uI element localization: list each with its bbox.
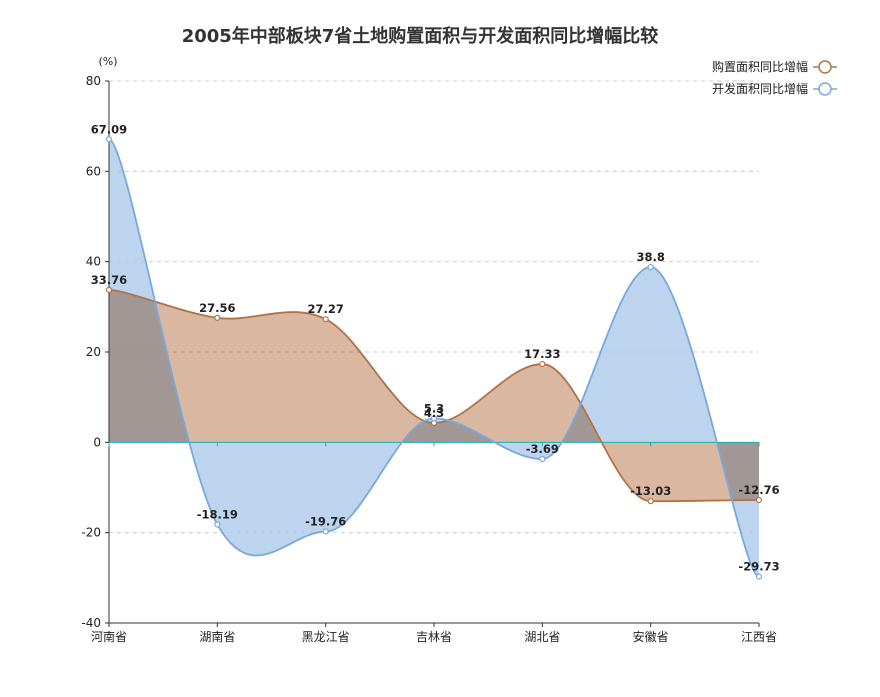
data-labels: 33.76 27.56 27.27 4.3 17.33 -13.03 -12.76 67.09… bbox=[91, 122, 780, 573]
data-label: 17.33 bbox=[524, 347, 560, 361]
data-point[interactable] bbox=[105, 286, 113, 293]
x-tick-label: 黑龙江省 bbox=[302, 630, 350, 644]
legend-label[interactable]: 购置面积同比增幅 bbox=[712, 59, 808, 74]
data-label: -18.19 bbox=[197, 507, 238, 521]
data-label: 4.3 bbox=[424, 406, 444, 420]
data-point[interactable] bbox=[647, 498, 654, 505]
data-label: -13.03 bbox=[630, 484, 671, 498]
x-tick-label: 河南省 bbox=[91, 629, 127, 644]
data-point[interactable] bbox=[322, 316, 329, 323]
chart-title: 2005年中部板块7省土地购置面积与开发面积同比增幅比较 bbox=[182, 25, 659, 47]
data-point[interactable] bbox=[430, 415, 438, 422]
data-label: -12.76 bbox=[738, 483, 779, 497]
data-label: 27.27 bbox=[307, 302, 343, 316]
y-tick-label: 40 bbox=[86, 255, 101, 269]
y-tick-label: 20 bbox=[86, 345, 101, 359]
y-tick-label: 0 bbox=[93, 435, 101, 449]
x-tick-label: 湖南省 bbox=[199, 629, 235, 644]
data-label: 38.8 bbox=[636, 250, 664, 264]
x-tick-label: 湖北省 bbox=[524, 629, 560, 644]
data-point[interactable] bbox=[105, 136, 113, 143]
data-point[interactable] bbox=[539, 360, 546, 368]
y-tick-label: -40 bbox=[81, 616, 101, 630]
data-point[interactable] bbox=[214, 521, 221, 528]
data-label: -29.73 bbox=[738, 560, 779, 574]
data-point[interactable] bbox=[755, 573, 763, 580]
y-tick-label: 60 bbox=[86, 164, 101, 178]
x-tick-label: 江西省 bbox=[741, 630, 777, 644]
series-areas bbox=[109, 139, 759, 577]
x-tick-label: 吉林省 bbox=[416, 630, 452, 644]
data-label: 67.09 bbox=[91, 122, 127, 136]
data-point[interactable] bbox=[647, 263, 654, 271]
axes: -40 -20 0 20 40 60 80 河南省 湖南省 黑龙江省 吉林省 湖北省 安徽省 江西省 bbox=[81, 74, 777, 644]
data-point[interactable] bbox=[322, 528, 329, 535]
data-label: 27.56 bbox=[199, 301, 235, 315]
data-label: 5.3 bbox=[424, 401, 444, 415]
data-label: -19.76 bbox=[305, 515, 346, 529]
x-tick-label: 安徽省 bbox=[633, 629, 669, 644]
legend-marker[interactable] bbox=[818, 60, 832, 74]
y-tick-label: -20 bbox=[81, 526, 101, 540]
y-tick-label: 80 bbox=[86, 74, 101, 88]
data-point[interactable] bbox=[539, 455, 546, 463]
legend-marker[interactable] bbox=[818, 82, 832, 96]
series-area-2 bbox=[109, 139, 759, 577]
series-area-1 bbox=[109, 289, 759, 502]
data-point[interactable] bbox=[755, 496, 763, 504]
data-label: -3.69 bbox=[526, 442, 559, 456]
legend-label[interactable]: 开发面积同比增幅 bbox=[712, 81, 808, 96]
data-point[interactable] bbox=[214, 314, 221, 321]
data-label: 33.76 bbox=[91, 273, 127, 287]
series-points bbox=[105, 136, 763, 580]
y-axis-unit: (%) bbox=[98, 55, 117, 68]
